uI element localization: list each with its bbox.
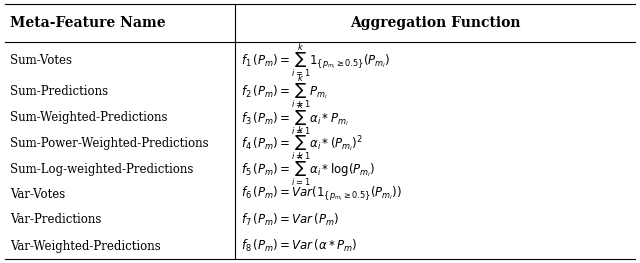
Text: $f_3\,(P_m) = \sum_{i=1}^{k} \alpha_i * P_{m_i}$: $f_3\,(P_m) = \sum_{i=1}^{k} \alpha_i * … bbox=[241, 99, 349, 137]
Text: Meta-Feature Name: Meta-Feature Name bbox=[10, 16, 166, 30]
Text: $f_5\,(P_m) = \sum_{i=1}^{k} \alpha_i * \log(P_{m_i})$: $f_5\,(P_m) = \sum_{i=1}^{k} \alpha_i * … bbox=[241, 150, 376, 188]
Text: Aggregation Function: Aggregation Function bbox=[349, 16, 520, 30]
Text: $f_8\,(P_m) = Var\,(\alpha * P_m)$: $f_8\,(P_m) = Var\,(\alpha * P_m)$ bbox=[241, 238, 357, 254]
Text: $f_7\,(P_m) = Var\,(P_m)$: $f_7\,(P_m) = Var\,(P_m)$ bbox=[241, 212, 339, 228]
Text: Var-Votes: Var-Votes bbox=[10, 188, 65, 201]
Text: Sum-Power-Weighted-Predictions: Sum-Power-Weighted-Predictions bbox=[10, 137, 209, 150]
Text: Sum-Log-weighted-Predictions: Sum-Log-weighted-Predictions bbox=[10, 163, 193, 176]
Text: $f_1\,(P_m) = \sum_{i=1}^{k} 1_{\{p_{m_i} \geq 0.5\}}(P_{m_i})$: $f_1\,(P_m) = \sum_{i=1}^{k} 1_{\{p_{m_i… bbox=[241, 42, 390, 79]
Text: $f_2\,(P_m) = \sum_{i=1}^{k} P_{m_i}$: $f_2\,(P_m) = \sum_{i=1}^{k} P_{m_i}$ bbox=[241, 73, 328, 110]
Text: Var-Weighted-Predictions: Var-Weighted-Predictions bbox=[10, 240, 161, 253]
Text: $f_6\,(P_m) = Var(1_{\{p_{m_i} \geq 0.5\}}(P_{m_i}))$: $f_6\,(P_m) = Var(1_{\{p_{m_i} \geq 0.5\… bbox=[241, 185, 402, 204]
Text: Sum-Weighted-Predictions: Sum-Weighted-Predictions bbox=[10, 112, 168, 124]
Text: Sum-Predictions: Sum-Predictions bbox=[10, 85, 108, 98]
Text: Sum-Votes: Sum-Votes bbox=[10, 54, 72, 67]
Text: Var-Predictions: Var-Predictions bbox=[10, 213, 101, 226]
Text: $f_4\,(P_m) = \sum_{i=1}^{k} \alpha_i * (P_{m_i})^2$: $f_4\,(P_m) = \sum_{i=1}^{k} \alpha_i * … bbox=[241, 125, 363, 162]
